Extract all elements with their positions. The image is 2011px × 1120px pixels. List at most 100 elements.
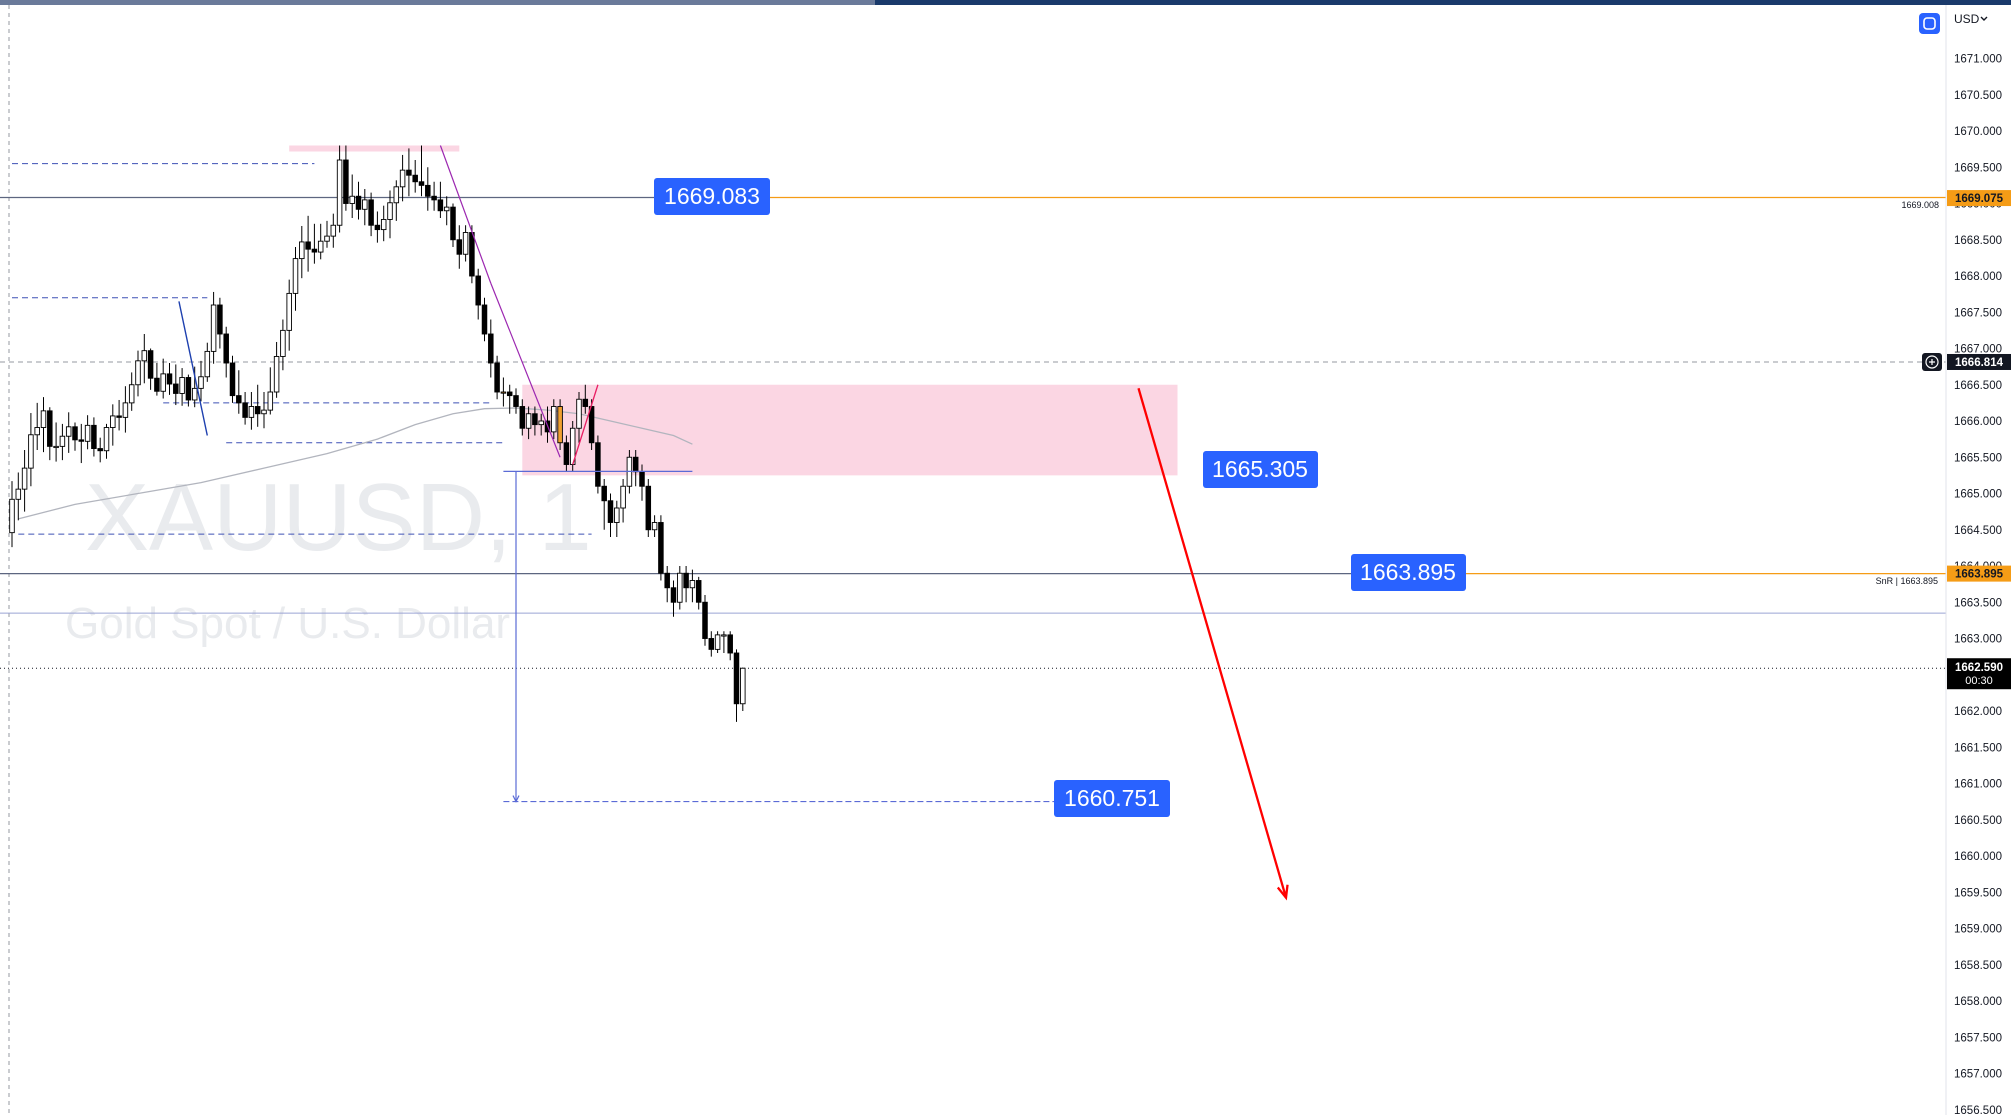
- candle-15[interactable]: [103, 427, 110, 452]
- price-tag-1[interactable]: 1666.814: [1947, 353, 2011, 370]
- top-zone[interactable]: [289, 145, 460, 152]
- candle-60[interactable]: [387, 202, 393, 220]
- price-tag-2[interactable]: 1663.895: [1947, 565, 2011, 582]
- candle-73[interactable]: [469, 232, 475, 277]
- candle-6[interactable]: [47, 410, 53, 447]
- candle-108[interactable]: [689, 580, 696, 589]
- candle-14[interactable]: [97, 448, 103, 452]
- candle-2[interactable]: [21, 467, 28, 490]
- trendline-purple-1[interactable]: [439, 145, 492, 284]
- candle-19[interactable]: [128, 384, 135, 404]
- candle-94[interactable]: [601, 485, 607, 502]
- candle-58[interactable]: [374, 224, 381, 231]
- candle-61[interactable]: [393, 186, 400, 204]
- candle-62[interactable]: [399, 169, 406, 188]
- candle-112[interactable]: [714, 634, 721, 650]
- candle-16[interactable]: [110, 415, 116, 428]
- candle-69[interactable]: [443, 206, 450, 212]
- candle-87[interactable]: [557, 406, 563, 444]
- trendline-pink[interactable]: [572, 384, 599, 465]
- candle-56[interactable]: [362, 199, 368, 210]
- candle-109[interactable]: [695, 580, 702, 603]
- candle-21[interactable]: [141, 350, 148, 362]
- candle-27[interactable]: [179, 377, 185, 394]
- candle-11[interactable]: [78, 439, 85, 442]
- candle-86[interactable]: [551, 406, 557, 433]
- candle-101[interactable]: [645, 485, 652, 531]
- candle-116[interactable]: [740, 667, 746, 705]
- candle-96[interactable]: [614, 507, 620, 523]
- candle-53[interactable]: [343, 159, 349, 204]
- candle-78[interactable]: [500, 391, 507, 394]
- candle-44[interactable]: [286, 292, 292, 331]
- candle-30[interactable]: [198, 376, 204, 389]
- candle-41[interactable]: [267, 391, 274, 411]
- candle-88[interactable]: [563, 442, 570, 465]
- candle-40[interactable]: [261, 409, 267, 415]
- settings-button[interactable]: [1919, 13, 1940, 34]
- candle-95[interactable]: [607, 500, 614, 523]
- candle-0[interactable]: [9, 498, 15, 534]
- candle-22[interactable]: [147, 350, 154, 379]
- candle-42[interactable]: [273, 356, 280, 393]
- candle-102[interactable]: [651, 522, 658, 531]
- candle-45[interactable]: [292, 258, 299, 294]
- candle-38[interactable]: [248, 406, 255, 418]
- candle-63[interactable]: [406, 169, 412, 176]
- candle-70[interactable]: [450, 206, 456, 241]
- candle-104[interactable]: [664, 572, 670, 589]
- candle-35[interactable]: [229, 362, 236, 397]
- candle-97[interactable]: [620, 485, 626, 509]
- add-alert-button[interactable]: [1922, 352, 1942, 371]
- candle-28[interactable]: [185, 377, 192, 401]
- candle-115[interactable]: [733, 652, 740, 705]
- label-1669-083[interactable]: 1669.083: [654, 178, 770, 215]
- candle-81[interactable]: [519, 406, 526, 429]
- candle-110[interactable]: [702, 601, 708, 639]
- candle-34[interactable]: [223, 333, 229, 364]
- currency-selector[interactable]: USD: [1954, 12, 1988, 26]
- candle-18[interactable]: [122, 402, 129, 418]
- candle-64[interactable]: [412, 174, 418, 183]
- candle-76[interactable]: [488, 333, 494, 364]
- candle-111[interactable]: [708, 638, 715, 650]
- candle-33[interactable]: [217, 304, 223, 335]
- candle-46[interactable]: [299, 241, 305, 260]
- trendline-purple-2[interactable]: [490, 283, 561, 458]
- label-1660-751[interactable]: 1660.751: [1054, 780, 1170, 817]
- candle-91[interactable]: [582, 398, 589, 407]
- candle-68[interactable]: [437, 199, 444, 212]
- candle-100[interactable]: [639, 471, 645, 487]
- candle-99[interactable]: [632, 456, 639, 473]
- candle-105[interactable]: [670, 587, 677, 603]
- candle-52[interactable]: [336, 159, 343, 226]
- candle-72[interactable]: [462, 232, 469, 255]
- candle-25[interactable]: [166, 373, 173, 385]
- price-tag-0[interactable]: 1669.075: [1947, 190, 2011, 207]
- candle-47[interactable]: [305, 241, 311, 250]
- candle-37[interactable]: [242, 402, 248, 418]
- candle-23[interactable]: [154, 377, 160, 392]
- candle-3[interactable]: [28, 434, 34, 469]
- candle-7[interactable]: [53, 445, 59, 449]
- candle-106[interactable]: [677, 572, 683, 603]
- candle-26[interactable]: [173, 383, 179, 394]
- candle-49[interactable]: [317, 240, 324, 253]
- candle-74[interactable]: [475, 275, 481, 306]
- candle-39[interactable]: [254, 406, 261, 415]
- candle-54[interactable]: [349, 195, 355, 204]
- trendline-blue[interactable]: [178, 301, 208, 436]
- candle-79[interactable]: [506, 391, 513, 397]
- candle-77[interactable]: [494, 362, 500, 393]
- candle-113[interactable]: [721, 634, 727, 637]
- candle-55[interactable]: [355, 195, 362, 210]
- candle-12[interactable]: [84, 424, 91, 442]
- candle-9[interactable]: [65, 426, 72, 437]
- candle-59[interactable]: [380, 218, 387, 231]
- candle-10[interactable]: [72, 426, 78, 441]
- candle-31[interactable]: [204, 350, 211, 378]
- label-1665-305[interactable]: 1665.305: [1203, 451, 1318, 488]
- candle-80[interactable]: [513, 395, 519, 407]
- candle-71[interactable]: [456, 239, 463, 255]
